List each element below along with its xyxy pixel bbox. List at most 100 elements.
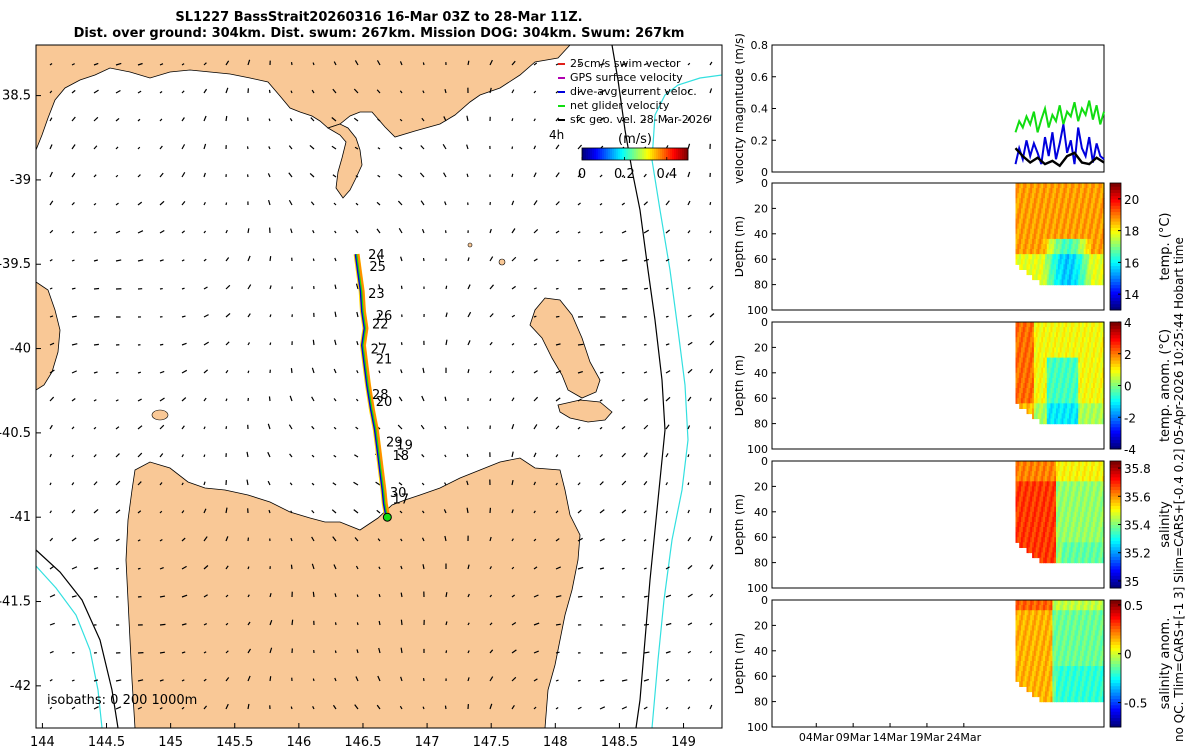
heatmap-cell [1024,203,1028,209]
heatmap-cell [1015,532,1018,538]
heatmap-cell [1015,537,1018,543]
heatmap-cell [1069,516,1072,523]
heatmap-cell [1024,676,1028,682]
heatmap-cell [1024,259,1028,265]
heatmap-cell [1035,183,1039,189]
heatmap-cell [1026,254,1029,260]
heatmap-cell [1045,645,1048,652]
heatmap-cell [1037,466,1040,472]
heatmap-cell [1041,238,1044,245]
heatmap-cell [1041,532,1044,538]
heatmap-cell [1039,676,1042,682]
current-vector [354,537,359,542]
current-vector [225,622,229,626]
heatmap-cell [1046,403,1050,409]
heatmap-cell [1091,610,1094,616]
heatmap-cell [1039,600,1042,606]
heatmap-cell [1054,398,1057,404]
heatmap-cell [1056,408,1059,415]
heatmap-cell [1087,279,1090,286]
heatmap-cell [1030,388,1033,394]
heatmap-cell [1030,398,1033,404]
heatmap-cell [1059,625,1063,632]
heatmap-cell [1080,254,1083,260]
heatmap-cell [1045,522,1048,528]
heatmap-cell [1063,352,1066,359]
current-vector [115,538,120,542]
heatmap-cell [1041,233,1044,240]
heatmap-cell [1094,388,1098,394]
heatmap-cell [1030,357,1033,364]
current-vector [353,481,359,486]
current-vector [377,397,381,402]
current-vector [422,90,425,94]
heatmap-cell [1039,691,1042,698]
heatmap-cell [1083,332,1087,338]
heatmap-cell [1067,600,1070,606]
colorbar-step [1110,224,1121,228]
heatmap-cell [1019,188,1022,194]
heatmap-cell [1033,362,1037,369]
heatmap-cell [1063,650,1066,657]
heatmap-cell [1072,686,1075,693]
current-vector [709,230,712,234]
heatmap-cell [1102,486,1105,493]
current-vector [115,453,120,458]
heatmap-cell [1102,183,1105,189]
heatmap-cell [1024,635,1028,642]
current-vector [422,564,425,570]
colorbar-step [596,148,599,160]
heatmap-cell [1045,686,1048,693]
heatmap-cell [1080,542,1083,548]
heatmap-cell [1070,481,1074,487]
heatmap-cell [1048,203,1052,209]
depth-tick-label: 20 [754,341,768,354]
heatmap-cell [1078,327,1081,333]
heatmap-cell [1098,203,1101,209]
current-vector [378,566,381,570]
current-vector [290,564,293,570]
heatmap-cell [1045,481,1048,487]
heatmap-cell [1080,645,1083,652]
heatmap-cell [1052,527,1055,533]
heatmap-cell [1054,671,1057,677]
heatmap-cell [1069,501,1072,508]
current-vector [289,453,293,458]
colorbar-step [1110,476,1121,481]
heatmap-cell [1022,506,1026,513]
heatmap-cell [1022,501,1026,508]
colorbar-step [1110,606,1121,611]
depth-tick-label: 60 [754,531,768,544]
heatmap-cell [1076,610,1079,616]
heatmap-cell [1102,610,1105,616]
colorbar-step [1110,256,1121,260]
heatmap-cell [1069,413,1072,420]
heatmap-cell [1067,332,1070,338]
heatmap-cell [1094,367,1098,374]
heatmap-cell [1072,388,1075,394]
heatmap-cell [1024,322,1028,328]
colorbar-step [1110,470,1121,475]
heatmap-cell [1098,347,1101,354]
current-vector [289,118,293,122]
heatmap-cell [1098,620,1101,626]
heatmap-cell [1057,640,1061,647]
heatmap-cell [1024,511,1028,518]
heatmap-cell [1061,259,1064,265]
heatmap-cell [1072,264,1075,270]
current-vector [49,258,53,262]
heatmap-cell [1046,491,1050,498]
heatmap-cell [1098,552,1101,559]
heatmap-cell [1080,418,1083,425]
heatmap-cell [1043,620,1046,626]
heatmap-cell [1041,486,1044,493]
heatmap-cell [1019,223,1022,230]
heatmap-cell [1078,471,1081,477]
heatmap-cell [1037,193,1040,199]
heatmap-cell [1022,383,1026,389]
current-vector [269,676,272,682]
heatmap-cell [1021,471,1024,477]
heatmap-cell [1030,605,1033,611]
heatmap-cell [1085,259,1088,265]
colorbar-step [1110,189,1121,193]
